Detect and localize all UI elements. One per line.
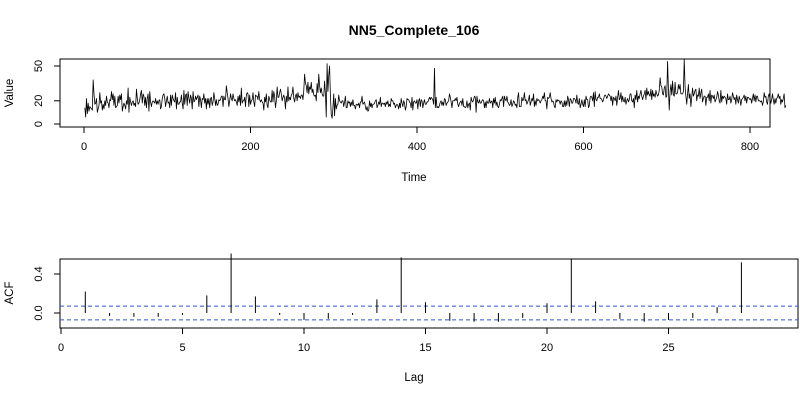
time-x-tick-label: 600 — [574, 141, 592, 153]
time-series-line — [84, 58, 787, 119]
acf-x-axis: 0 5 10 15 20 25 — [58, 328, 675, 354]
acf-x-tick-label: 25 — [662, 342, 674, 354]
time-series-plot-frame — [59, 58, 771, 128]
acf-bars — [84, 253, 742, 322]
acf-y-axis: 0.0 0.4 — [33, 266, 60, 321]
time-series-y-axis: 0 20 50 — [33, 60, 60, 127]
time-x-tick-label: 200 — [241, 141, 259, 153]
time-y-tick-label: 20 — [33, 95, 45, 107]
acf-plot: 0 5 10 15 20 25 0.0 0.4 Lag ACF — [4, 253, 799, 384]
time-series-plot: 0 200 400 600 800 0 20 50 Time Value — [4, 58, 787, 184]
time-x-tick-label: 800 — [741, 141, 759, 153]
acf-plot-frame — [59, 258, 799, 329]
acf-x-tick-label: 20 — [541, 342, 553, 354]
time-x-tick-label: 400 — [408, 141, 426, 153]
time-y-tick-label: 0 — [33, 121, 45, 127]
figure-title: NN5_Complete_106 — [349, 22, 480, 38]
acf-x-label: Lag — [404, 372, 423, 384]
acf-x-tick-label: 5 — [179, 342, 185, 354]
time-series-x-axis: 0 200 400 600 800 — [81, 127, 759, 153]
acf-x-tick-label: 15 — [419, 342, 431, 354]
time-series-y-label: Value — [4, 79, 16, 108]
acf-y-label: ACF — [4, 282, 16, 305]
time-series-x-label: Time — [401, 172, 426, 184]
acf-x-tick-label: 10 — [298, 342, 310, 354]
time-x-tick-label: 0 — [81, 141, 87, 153]
time-y-tick-label: 50 — [33, 60, 45, 72]
acf-y-tick-label: 0.0 — [33, 305, 45, 320]
acf-x-tick-label: 0 — [58, 342, 64, 354]
acf-y-tick-label: 0.4 — [33, 266, 45, 281]
